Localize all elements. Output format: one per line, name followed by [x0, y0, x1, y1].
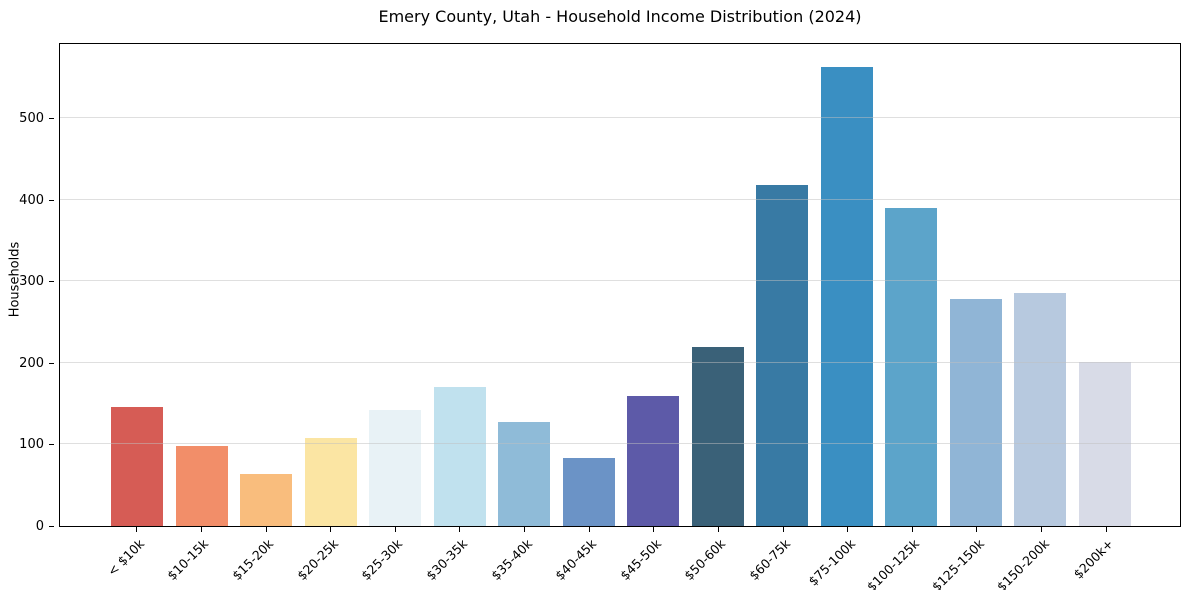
bar-$10-15k [175, 446, 228, 526]
x-tick-mark [1041, 527, 1043, 532]
x-tick: $150-200k [993, 527, 1074, 590]
bar-$75-100k [820, 67, 873, 526]
y-tick-label: 0 [35, 519, 44, 534]
x-tick-label: $60-75k [746, 536, 794, 584]
bar-$60-75k [756, 185, 809, 526]
x-tick: $35-40k [488, 527, 557, 590]
bar-slot [1073, 44, 1138, 526]
y-tick-label: 300 [19, 274, 44, 289]
x-tick: $75-100k [805, 527, 880, 590]
x-tick: $200k+ [1070, 527, 1138, 590]
y-tick-mark [49, 363, 54, 364]
x-tick: < $10k [104, 527, 169, 590]
y-tick-label: 100 [19, 437, 44, 452]
bar-slot [363, 44, 428, 526]
x-tick-mark [459, 527, 461, 532]
x-tick-mark [394, 527, 396, 532]
bar-slot [428, 44, 493, 526]
x-tick-label: $30-35k [423, 536, 471, 584]
x-tick: $125-150k [929, 527, 1009, 590]
x-tick-label: $40-45k [552, 536, 600, 584]
x-tick: $25-30k [358, 527, 428, 590]
y-axis-ticks: 0 100 200 300 400 500 [0, 43, 54, 533]
x-axis-ticks: < $10k $10-15k $15-20k $20-25k $25-30k $30-35… [59, 527, 1181, 590]
bar-slot [492, 44, 557, 526]
bars-container [60, 44, 1180, 526]
x-tick-mark [717, 527, 719, 532]
x-tick-label: $20-25k [293, 536, 341, 584]
x-tick: $40-45k [552, 527, 621, 590]
bar-slot [299, 44, 364, 526]
x-tick-mark [976, 527, 978, 532]
bar-slot [1008, 44, 1073, 526]
bar-$100-125k [885, 208, 938, 526]
x-tick: $15-20k [229, 527, 298, 590]
x-tick-label: < $10k [104, 536, 147, 579]
bar-slot [557, 44, 622, 526]
bar-$150-200k [1014, 293, 1067, 526]
x-tick-mark [330, 527, 332, 532]
bar-$40-45k [562, 458, 615, 526]
x-tick: $100-125k [864, 527, 945, 590]
bar-slot [621, 44, 686, 526]
bar-slot [234, 44, 299, 526]
bar-$200k+ [1078, 362, 1131, 526]
bar-slot [170, 44, 235, 526]
bar-slot [815, 44, 880, 526]
x-tick: $20-25k [294, 527, 363, 590]
x-tick-label: $25-30k [358, 536, 406, 584]
bar-$45-50k [627, 396, 680, 526]
bar-$50-60k [691, 347, 744, 526]
x-tick-label: $200k+ [1070, 536, 1117, 582]
x-tick-mark [847, 527, 849, 532]
x-tick-mark [653, 527, 655, 532]
x-tick: $50-60k [682, 527, 751, 590]
bar-$15-20k [240, 474, 293, 526]
y-tick-label: 400 [19, 193, 44, 208]
x-tick-mark [1105, 527, 1107, 532]
x-tick-mark [911, 527, 913, 532]
bar-$125-150k [949, 299, 1002, 526]
bar-$25-30k [369, 410, 422, 526]
bar-$20-25k [304, 438, 357, 526]
x-tick-label: $35-40k [487, 536, 535, 584]
x-tick-mark [265, 527, 267, 532]
x-tick: $10-15k [165, 527, 234, 590]
y-tick-mark [49, 444, 54, 445]
x-tick-mark [200, 527, 202, 532]
x-tick-label: $10-15k [164, 536, 212, 584]
x-tick-mark [782, 527, 784, 532]
bar-$35-40k [498, 422, 551, 526]
bar-< $10k [111, 407, 164, 526]
x-tick: $45-50k [617, 527, 686, 590]
bar-slot [750, 44, 815, 526]
x-tick-mark [588, 527, 590, 532]
bar-slot [944, 44, 1009, 526]
bar-slot [686, 44, 751, 526]
y-tick-label: 200 [19, 356, 44, 371]
y-tick-mark [49, 118, 54, 119]
x-tick-label: $15-20k [229, 536, 277, 584]
chart-title: Emery County, Utah - Household Income Di… [378, 7, 862, 26]
x-tick-mark [524, 527, 526, 532]
y-tick-mark [49, 526, 54, 527]
bar-slot [879, 44, 944, 526]
x-tick-mark [136, 527, 138, 532]
y-tick-mark [49, 281, 54, 282]
x-tick: $30-35k [423, 527, 492, 590]
x-tick-label: $50-60k [681, 536, 729, 584]
plot-area [59, 43, 1181, 527]
bar-$30-35k [433, 387, 486, 526]
y-tick-mark [49, 200, 54, 201]
bar-slot [105, 44, 170, 526]
y-tick-label: 500 [19, 111, 44, 126]
x-tick-label: $45-50k [616, 536, 664, 584]
x-tick: $60-75k [746, 527, 815, 590]
